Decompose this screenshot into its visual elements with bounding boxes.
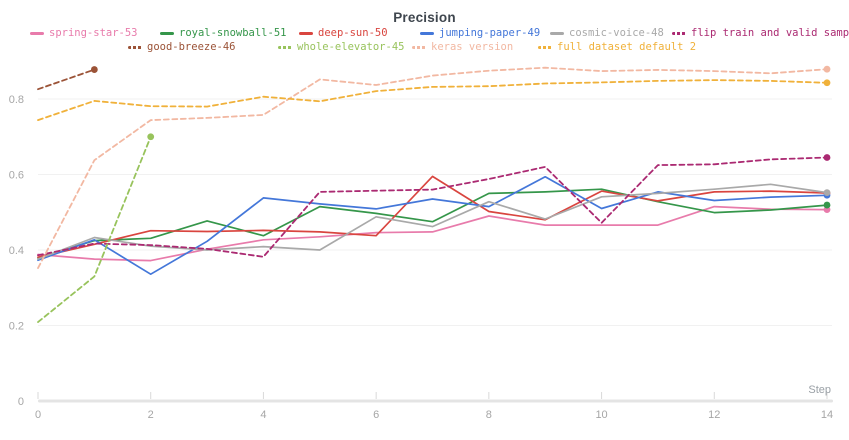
series-line-flip-train-and-valid-sample — [37, 156, 828, 258]
series-line-jumping-paper-49 — [37, 175, 828, 276]
series-line-deep-sun-50 — [37, 175, 828, 259]
dashed-line-swatch-icon — [538, 46, 552, 49]
legend-label: jumping-paper-49 — [439, 27, 541, 39]
series-endpoint-royal-snowball-51 — [823, 201, 831, 209]
legend-item-good-breeze-46[interactable]: good-breeze-46 — [128, 41, 236, 54]
x-axis-line — [38, 399, 833, 403]
x-tick-label[interactable]: 12 — [708, 409, 720, 421]
legend-item-keras-version[interactable]: keras version — [412, 41, 513, 54]
chart-legend: spring-star-53 royal-snowball-51 deep-sun-… — [0, 0, 849, 58]
series-endpoint-whole-elevator-45 — [147, 133, 155, 141]
dashed-line-swatch-icon — [412, 46, 426, 49]
dashed-line-swatch-icon — [278, 46, 292, 49]
x-axis-title: Step — [808, 384, 831, 396]
legend-item-cosmic-voice-48[interactable]: cosmic-voice-48 — [550, 27, 664, 40]
x-tick-label[interactable]: 0 — [35, 409, 41, 421]
legend-label: good-breeze-46 — [147, 41, 236, 53]
series-line-cosmic-voice-48 — [37, 183, 828, 260]
series-endpoint-flip-train-and-valid-sample — [823, 154, 831, 161]
legend-label: cosmic-voice-48 — [569, 27, 664, 39]
y-tick-label: 0.6 — [9, 170, 24, 182]
series-endpoint-cosmic-voice-48 — [823, 189, 831, 197]
solid-line-swatch-icon — [30, 32, 44, 35]
legend-item-full-dataset-default-2[interactable]: full dataset default 2 — [538, 41, 696, 54]
solid-line-swatch-icon — [550, 32, 564, 35]
x-tick-label[interactable]: 14 — [821, 409, 833, 421]
legend-item-spring-star-53[interactable]: spring-star-53 — [30, 27, 138, 40]
y-tick-label: 0.2 — [9, 321, 24, 333]
y-tick-label: 0.4 — [9, 245, 24, 257]
legend-label: flip train and valid sample — [691, 27, 849, 39]
series-line-royal-snowball-51 — [37, 188, 828, 259]
solid-line-swatch-icon — [299, 32, 313, 35]
legend-item-royal-snowball-51[interactable]: royal-snowball-51 — [160, 27, 286, 40]
series-line-spring-star-53 — [37, 205, 828, 262]
solid-line-swatch-icon — [420, 32, 434, 35]
dashed-line-swatch-icon — [672, 32, 686, 35]
legend-item-jumping-paper-49[interactable]: jumping-paper-49 — [420, 27, 540, 40]
y-zero-label: 0 — [18, 396, 24, 408]
series-line-good-breeze-46 — [37, 68, 96, 91]
dashed-line-swatch-icon — [128, 46, 142, 49]
series-endpoint-good-breeze-46 — [90, 66, 98, 73]
legend-label: whole-elevator-45 — [297, 41, 405, 53]
legend-label: deep-sun-50 — [318, 27, 388, 39]
legend-label: full dataset default 2 — [557, 41, 697, 53]
x-tick-label[interactable]: 10 — [595, 409, 607, 421]
y-tick-label: 0.8 — [9, 94, 24, 106]
solid-line-swatch-icon — [160, 32, 174, 35]
series-endpoint-keras-version — [823, 65, 831, 73]
x-tick-label[interactable]: 8 — [486, 409, 492, 421]
legend-label: spring-star-53 — [49, 27, 138, 39]
legend-label: keras version — [431, 41, 514, 53]
legend-label: royal-snowball-51 — [179, 27, 287, 39]
series-line-keras-version — [37, 66, 828, 270]
legend-item-flip-train-and-valid-sample[interactable]: flip train and valid sample — [672, 27, 849, 40]
x-tick-label[interactable]: 2 — [148, 409, 154, 421]
chart-title: Precision — [393, 10, 456, 25]
x-tick-label[interactable]: 6 — [373, 409, 379, 421]
legend-item-deep-sun-50[interactable]: deep-sun-50 — [299, 27, 388, 40]
series-line-whole-elevator-45 — [37, 135, 152, 324]
series-line-full-dataset-default-2 — [37, 79, 828, 121]
legend-item-whole-elevator-45[interactable]: whole-elevator-45 — [278, 41, 404, 54]
x-tick-label[interactable]: 4 — [260, 409, 266, 421]
series-endpoint-full-dataset-default-2 — [823, 79, 831, 87]
